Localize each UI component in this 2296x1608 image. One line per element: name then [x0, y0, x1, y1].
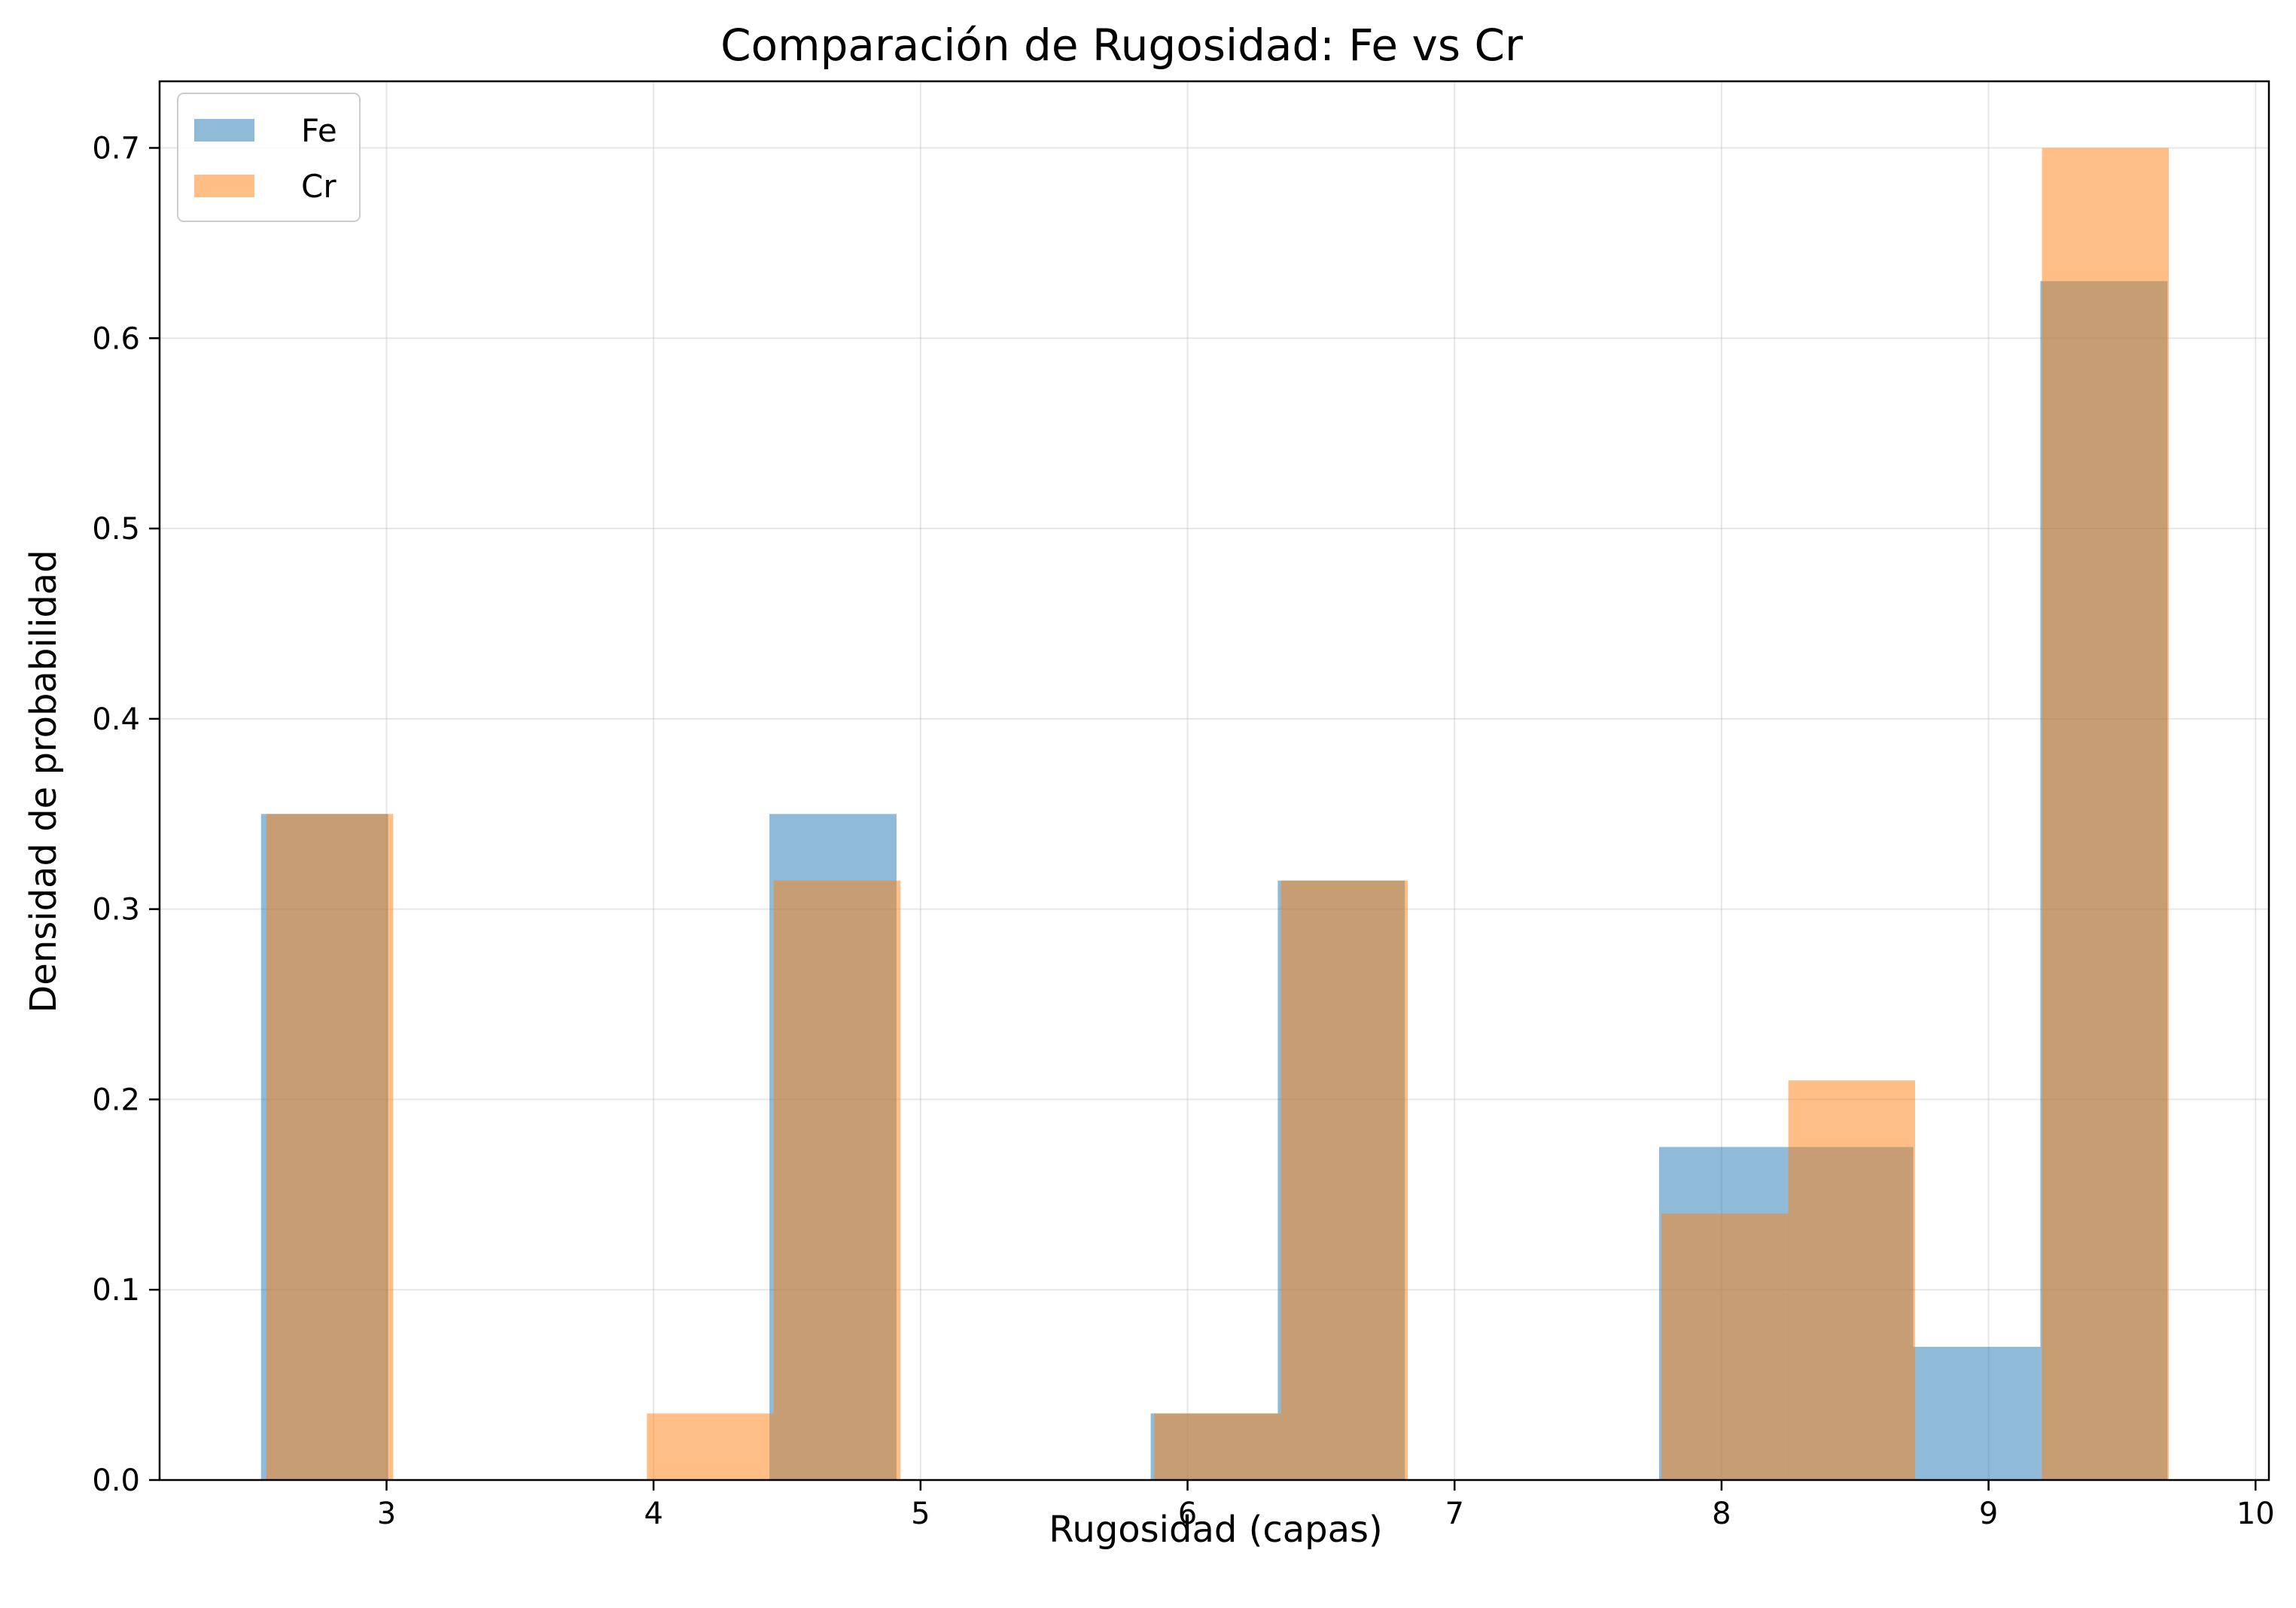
x-tick-label-3: 6 [1178, 1497, 1197, 1531]
x-tick-label-2: 5 [911, 1497, 930, 1531]
y-axis-title: Densidad de probabilidad [23, 550, 65, 1013]
axes [158, 80, 2270, 1482]
axes-frame [158, 80, 2270, 1482]
bar-cr-0 [266, 814, 394, 1480]
y-tick-label-6: 0.6 [92, 321, 140, 356]
x-tick-label-4: 7 [1445, 1497, 1463, 1531]
legend-swatch-cr [194, 175, 254, 197]
histogram-bars [260, 148, 2169, 1480]
y-tick-label-4: 0.4 [92, 702, 140, 737]
bar-cr-12 [1788, 1080, 1916, 1480]
bar-fe-13 [1913, 1347, 2041, 1480]
x-tick-label-0: 3 [377, 1497, 396, 1531]
x-tick-label-5: 8 [1712, 1497, 1731, 1531]
bar-cr-7 [1154, 1413, 1281, 1480]
chart-title: Comparación de Rugosidad: Fe vs Cr [720, 20, 1523, 71]
y-tick-label-7: 0.7 [92, 131, 140, 166]
bar-cr-8 [1280, 880, 1408, 1480]
y-tick-label-2: 0.2 [92, 1083, 140, 1117]
x-tick-label-1: 4 [644, 1497, 662, 1531]
legend-label-fe: Fe [301, 112, 337, 149]
y-tick-label-1: 0.1 [92, 1273, 140, 1308]
x-tick-label-6: 9 [1979, 1497, 1998, 1531]
y-tick-label-5: 0.5 [92, 512, 140, 547]
y-tick-label-0: 0.0 [92, 1463, 140, 1498]
legend-swatch-fe [194, 119, 254, 142]
bar-cr-11 [1661, 1214, 1789, 1480]
bar-cr-4 [773, 880, 901, 1480]
tick-marks-and-labels: 3 4 5 6 7 8 9 10 0.0 0.1 0.2 0.3 0.4 0.5 0.6 0.7 [92, 131, 2274, 1531]
legend: Fe Cr [177, 93, 361, 222]
y-tick-label-3: 0.3 [92, 893, 140, 927]
legend-label-cr: Cr [301, 168, 336, 205]
x-axis-title: Rugosidad (capas) [1049, 1509, 1383, 1551]
x-tick-label-7: 10 [2237, 1497, 2275, 1531]
bar-cr-14 [2042, 148, 2169, 1480]
bar-cr-3 [647, 1413, 774, 1480]
